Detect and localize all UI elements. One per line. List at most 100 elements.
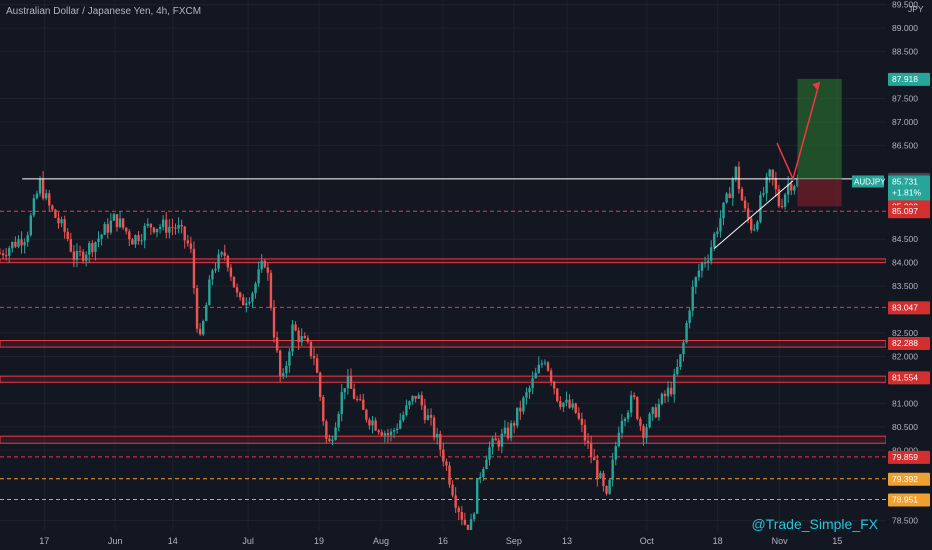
candle-body: [457, 507, 460, 513]
candle-body: [537, 364, 540, 373]
candle-body: [445, 461, 448, 466]
candle-body: [673, 374, 676, 395]
candle-body: [100, 234, 103, 239]
price-label-tag: [888, 371, 930, 385]
candle-body: [78, 251, 82, 253]
candle-body: [790, 183, 793, 191]
stop-loss-zone: [797, 178, 842, 207]
candle-body: [562, 402, 565, 408]
candle-body: [577, 412, 581, 419]
candle-body: [531, 378, 534, 388]
time-tick-label: 14: [168, 536, 178, 546]
time-tick-label: Sep: [506, 536, 522, 546]
candle-body: [417, 395, 420, 399]
candle-body: [596, 460, 599, 479]
time-tick-label: Oct: [640, 536, 655, 546]
price-label-text: 85.097: [892, 206, 918, 216]
candle-body: [460, 512, 464, 520]
candle-body: [309, 341, 313, 357]
candle-body: [494, 438, 497, 441]
candle-body: [549, 370, 553, 382]
candle-body: [746, 208, 750, 219]
candle-body: [448, 465, 451, 485]
candle-body: [294, 324, 297, 331]
candle-body: [479, 477, 482, 479]
candle-body: [195, 288, 199, 329]
candle-body: [54, 209, 57, 218]
candle-body: [0, 253, 2, 255]
candle-body: [756, 221, 759, 230]
candle-body: [272, 307, 276, 338]
candle-body: [340, 392, 343, 414]
candle-body: [35, 193, 39, 199]
candle-body: [556, 388, 559, 402]
candle-body: [669, 387, 673, 395]
candle-body: [180, 224, 183, 227]
price-label-text: 82.288: [892, 338, 918, 348]
candle-body: [543, 362, 547, 364]
candle-body: [322, 397, 325, 422]
candle-body: [574, 403, 577, 413]
candle-body: [263, 260, 266, 268]
candle-body: [589, 442, 593, 458]
candle-body: [371, 420, 374, 426]
candle-body: [161, 219, 165, 227]
candle-body: [657, 403, 661, 418]
candle-body: [639, 418, 642, 426]
price-label-tag: [888, 450, 930, 464]
candle-body: [118, 218, 122, 228]
support-resistance-zone: [0, 340, 887, 348]
candle-body: [482, 469, 485, 478]
candle-body: [771, 169, 774, 178]
candle-body: [722, 202, 725, 219]
candle-body: [318, 372, 322, 398]
price-label-text: 85.731: [892, 176, 918, 186]
candle-body: [278, 350, 282, 377]
candle-body: [232, 276, 236, 288]
candle-body: [389, 431, 393, 436]
candle-body: [679, 354, 682, 367]
candle-body: [731, 179, 734, 198]
candle-body: [352, 388, 356, 399]
price-label-tag: [888, 301, 930, 315]
price-tick-label: 84.500: [892, 234, 918, 244]
price-tick-label: 88.500: [892, 47, 918, 57]
time-tick-label: 15: [832, 536, 842, 546]
price-label-text: 83.047: [892, 302, 918, 312]
price-label-text: 81.554: [892, 372, 918, 382]
price-label-tag: [888, 493, 930, 507]
candle-body: [183, 226, 186, 241]
candle-body: [645, 427, 648, 438]
candle-body: [48, 193, 51, 206]
candle-body: [143, 225, 146, 241]
candle-body: [63, 219, 66, 232]
candle-body: [651, 407, 654, 414]
candle-body: [131, 239, 134, 245]
price-tick-label: 78.500: [892, 516, 918, 526]
ascending-trendline: [713, 180, 794, 249]
candle-body: [629, 395, 633, 413]
candle-body: [17, 239, 20, 247]
candle-body: [20, 239, 23, 246]
candle-body: [359, 399, 362, 401]
candle-body: [780, 206, 784, 208]
time-tick-label: Nov: [772, 536, 789, 546]
price-label-text: 78.951: [892, 494, 918, 504]
candle-body: [725, 193, 728, 203]
projection-path: [776, 81, 821, 182]
candle-body: [41, 178, 45, 199]
candle-body: [177, 224, 180, 229]
candle-body: [112, 214, 116, 221]
candle-body: [355, 398, 359, 400]
candle-body: [593, 457, 596, 461]
price-tick-label: 80.000: [892, 445, 918, 455]
candle-body: [306, 338, 310, 342]
candle-body: [285, 365, 288, 374]
candle-body: [121, 218, 125, 228]
candle-body: [158, 226, 162, 229]
candle-body: [81, 251, 85, 261]
candle-body: [713, 233, 716, 248]
projection-arrow-head: [812, 82, 820, 90]
